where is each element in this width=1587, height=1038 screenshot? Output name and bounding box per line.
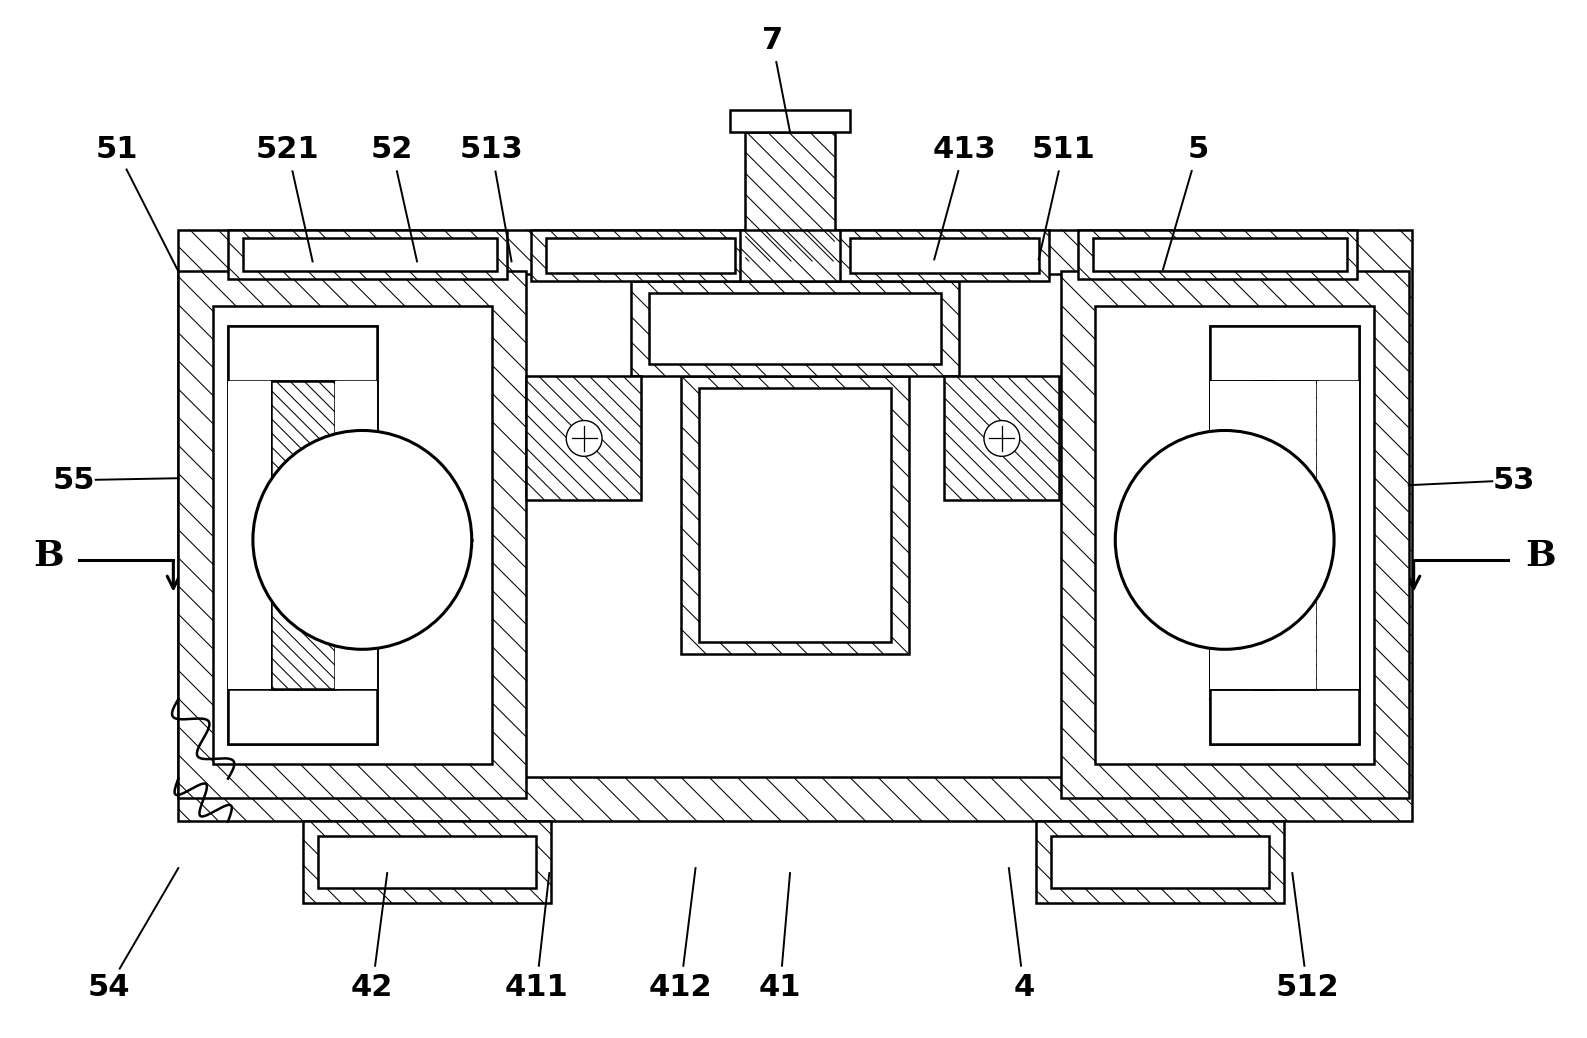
Bar (730, 110, 849, 132)
Bar (1093, 238, 1347, 271)
Bar (1209, 689, 1358, 744)
Bar (1209, 381, 1274, 689)
Text: 411: 411 (505, 973, 568, 1002)
Text: 413: 413 (932, 136, 997, 164)
Text: 52: 52 (371, 136, 413, 164)
Circle shape (567, 420, 601, 457)
Text: 7: 7 (762, 26, 782, 55)
Bar (1209, 326, 1358, 744)
Bar (229, 326, 378, 381)
Circle shape (1116, 431, 1335, 650)
Bar (546, 238, 735, 273)
Bar (1095, 306, 1374, 764)
Bar (229, 689, 378, 744)
Text: B: B (1525, 539, 1557, 573)
Text: 51: 51 (95, 136, 138, 164)
Bar (1051, 837, 1270, 889)
Polygon shape (527, 376, 641, 500)
Bar (243, 238, 497, 271)
Bar (532, 229, 746, 281)
Bar (1209, 326, 1358, 381)
Text: 4: 4 (1013, 973, 1035, 1002)
Text: 412: 412 (649, 973, 713, 1002)
Polygon shape (944, 376, 1059, 500)
Bar (178, 229, 1412, 821)
Bar (229, 381, 271, 689)
Bar (649, 293, 941, 364)
Bar (632, 281, 959, 376)
Circle shape (252, 431, 471, 650)
Text: 41: 41 (759, 973, 801, 1002)
Text: 513: 513 (460, 136, 524, 164)
Bar (1036, 821, 1284, 903)
Bar (681, 376, 909, 654)
Text: 53: 53 (1493, 466, 1535, 495)
Bar (335, 381, 378, 689)
Bar (178, 271, 527, 798)
Bar (229, 274, 1362, 776)
Bar (303, 821, 551, 903)
Text: 42: 42 (351, 973, 394, 1002)
Text: 511: 511 (1032, 136, 1095, 164)
Bar (1252, 381, 1317, 689)
Bar (317, 837, 536, 889)
Text: B: B (33, 539, 65, 573)
Circle shape (984, 420, 1020, 457)
Bar (740, 229, 840, 281)
Text: 5: 5 (1187, 136, 1208, 164)
Bar (835, 229, 1049, 281)
Text: 54: 54 (87, 973, 130, 1002)
Bar (213, 306, 492, 764)
Bar (1274, 381, 1316, 689)
Bar (849, 238, 1038, 273)
Bar (1317, 381, 1358, 689)
Bar (1209, 381, 1274, 689)
Text: 512: 512 (1276, 973, 1339, 1002)
Bar (746, 132, 835, 262)
Bar (1060, 271, 1409, 798)
Bar (229, 229, 506, 279)
Text: 55: 55 (52, 466, 95, 495)
Text: 521: 521 (256, 136, 319, 164)
Bar (698, 388, 892, 643)
Bar (229, 326, 378, 744)
Bar (1079, 229, 1357, 279)
Bar (271, 381, 335, 689)
